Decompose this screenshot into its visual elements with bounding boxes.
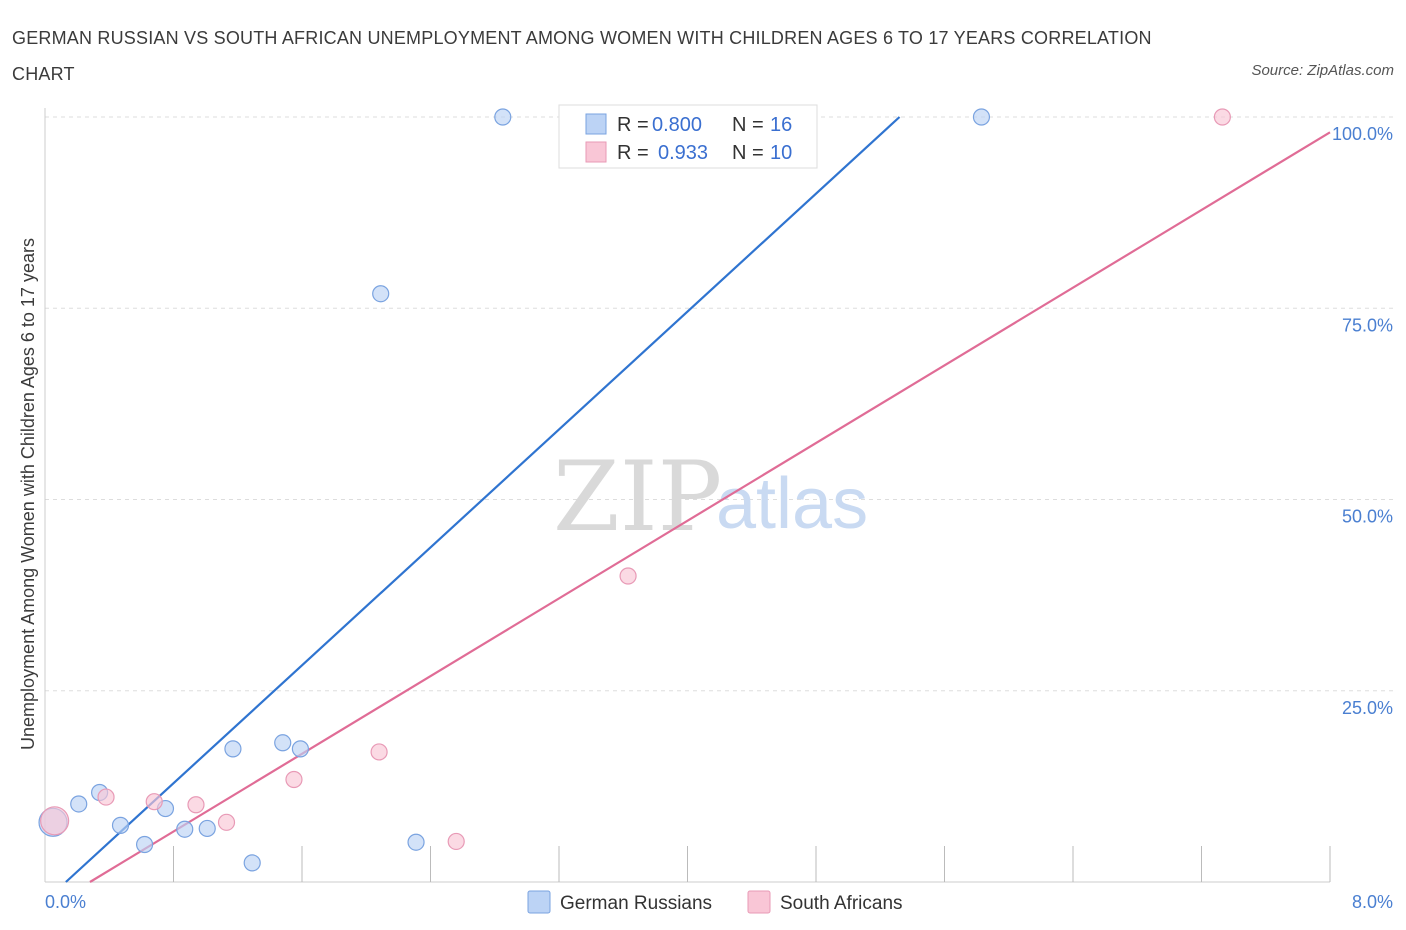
- point-german-russians-11: [291, 740, 309, 758]
- gridlines: [45, 116, 1395, 692]
- point-german-russians-12: [372, 285, 390, 303]
- point-german-russians-1: [70, 795, 88, 813]
- chart-title: GERMAN RUSSIAN VS SOUTH AFRICAN UNEMPLOY…: [12, 28, 1152, 84]
- y-tick-label-3: 100.0%: [1332, 124, 1393, 144]
- point-german-russians-8: [224, 740, 242, 758]
- y-axis-label: Unemployment Among Women with Children A…: [18, 238, 38, 750]
- point-german-russians-13: [407, 833, 425, 851]
- point-south-africans-9: [1213, 108, 1231, 126]
- point-south-africans-2: [145, 793, 163, 811]
- point-south-africans-1: [97, 788, 115, 806]
- point-german-russians-10: [274, 734, 292, 752]
- legend-r-value-1: 0.800: [652, 114, 702, 136]
- watermark-atlas: atlas: [716, 464, 868, 544]
- legend-r-label-1: R =: [617, 114, 649, 136]
- point-german-russians-6: [176, 820, 194, 838]
- point-german-russians-3: [111, 816, 130, 834]
- trendline-south-africans: [89, 131, 1331, 883]
- y-tick-label-2: 75.0%: [1342, 315, 1393, 335]
- legend-n-label-1: N =: [732, 114, 764, 136]
- y-tick-labels: 25.0% 50.0% 75.0% 100.0%: [1332, 124, 1393, 718]
- point-german-russians-4: [135, 835, 154, 854]
- series-legend-south-africans: South Africans: [780, 893, 903, 914]
- y-tick-label-0: 25.0%: [1342, 698, 1393, 718]
- watermark: ZIP atlas: [553, 441, 868, 553]
- series-legend-swatch-south-africans: [747, 890, 771, 914]
- x-tick-label-1: 8.0%: [1352, 892, 1393, 912]
- legend-swatch-south-africans: [585, 141, 607, 163]
- axes: [44, 108, 1331, 883]
- legend-n-value-2: 10: [770, 142, 792, 164]
- legend-r-value-2: 0.933: [658, 142, 708, 164]
- y-tick-label-1: 50.0%: [1342, 507, 1393, 527]
- point-south-africans-3: [187, 796, 205, 814]
- watermark-zip: ZIP: [553, 441, 722, 553]
- point-german-russians-15: [972, 108, 991, 126]
- point-south-africans-8: [619, 567, 637, 585]
- x-tick-label-0: 0.0%: [45, 892, 86, 912]
- series-legend-swatch-german-russians: [527, 890, 551, 914]
- series-legend-german-russians: German Russians: [560, 893, 712, 914]
- series-legend: German Russians South Africans: [527, 890, 903, 914]
- legend-r-label-2: R =: [617, 142, 649, 164]
- point-south-africans-0: [40, 806, 70, 836]
- point-south-africans-5: [285, 770, 303, 789]
- chart-source: Source: ZipAtlas.com: [1251, 62, 1394, 79]
- legend-swatch-german-russians: [585, 113, 607, 135]
- stats-legend: R = 0.800 N = 16 R = 0.933 N = 10: [558, 104, 818, 169]
- trendlines: [65, 116, 1331, 883]
- trendline-german-russians: [65, 116, 901, 883]
- data-points: [38, 108, 1231, 872]
- x-tick-labels: 0.0% 8.0%: [45, 892, 1393, 912]
- point-german-russians-7: [198, 819, 216, 838]
- legend-n-label-2: N =: [732, 142, 764, 164]
- point-german-russians-9: [243, 854, 261, 872]
- legend-n-value-1: 16: [770, 114, 792, 136]
- point-south-africans-4: [217, 813, 236, 831]
- point-german-russians-14: [494, 108, 512, 126]
- point-south-africans-7: [447, 832, 465, 851]
- point-south-africans-6: [370, 743, 388, 761]
